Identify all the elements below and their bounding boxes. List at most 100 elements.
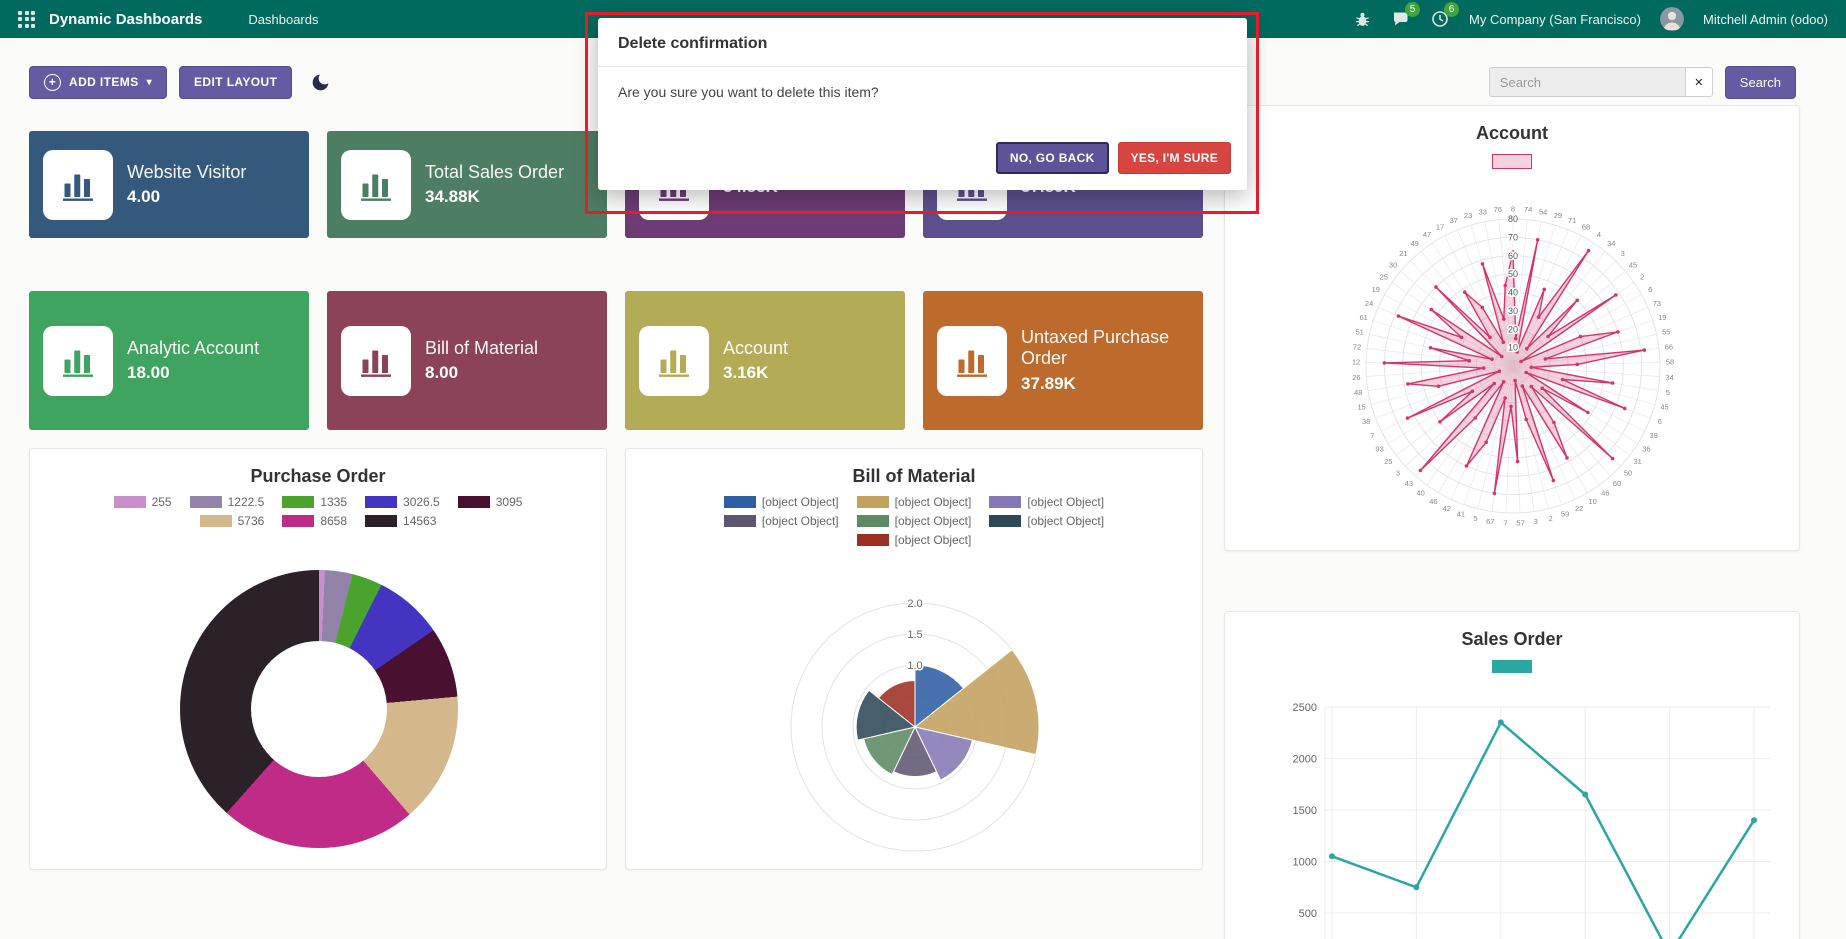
apps-grid-icon[interactable] bbox=[18, 10, 35, 28]
legend-item[interactable]: [object Object] bbox=[723, 514, 839, 528]
purchase-order-legend: 255 1222.5 1335 3026.5 3095 5736 8658 14563 bbox=[30, 495, 606, 528]
account-card: Account 8 74 54 29 71 68 4 34 3 45 2 6 73 19 55 66 58 34 5… bbox=[1224, 105, 1800, 551]
account-legend-swatch[interactable] bbox=[1492, 154, 1532, 169]
svg-text:68: 68 bbox=[1582, 223, 1590, 232]
legend-item[interactable]: 8658 bbox=[282, 514, 347, 528]
purchase-order-doughnut-chart[interactable] bbox=[180, 570, 458, 848]
svg-text:23: 23 bbox=[1464, 211, 1472, 220]
legend-label: 255 bbox=[151, 495, 172, 509]
svg-text:22: 22 bbox=[1575, 504, 1583, 513]
sales-legend-swatch[interactable] bbox=[1492, 660, 1532, 673]
kpi-tile[interactable]: Untaxed Purchase Order 37.89K bbox=[923, 291, 1203, 430]
app-title[interactable]: Dynamic Dashboards bbox=[49, 10, 203, 28]
legend-swatch bbox=[723, 496, 756, 508]
debug-bug-icon[interactable] bbox=[1352, 9, 1372, 29]
svg-text:500: 500 bbox=[1299, 908, 1317, 920]
activities-clock-icon[interactable]: 6 bbox=[1430, 2, 1460, 29]
legend-swatch bbox=[856, 496, 889, 508]
nav-menu-dashboards[interactable]: Dashboards bbox=[248, 11, 319, 27]
delete-confirmation-dialog: Delete confirmation Are you sure you wan… bbox=[598, 18, 1247, 190]
bill-of-material-title: Bill of Material bbox=[852, 466, 976, 486]
svg-text:24: 24 bbox=[1365, 299, 1373, 308]
svg-text:93: 93 bbox=[1375, 444, 1383, 453]
legend-label: 3095 bbox=[495, 495, 523, 509]
kpi-title: Website Visitor bbox=[127, 161, 247, 182]
svg-text:60: 60 bbox=[1508, 251, 1518, 261]
bar-chart-icon bbox=[341, 149, 411, 220]
user-avatar[interactable] bbox=[1660, 7, 1684, 31]
search-input[interactable] bbox=[1488, 67, 1685, 97]
bom-polar-chart[interactable]: 2.0 1.5 1.0 bbox=[626, 549, 1204, 871]
legend-item[interactable]: [object Object] bbox=[989, 514, 1104, 528]
svg-text:73: 73 bbox=[1653, 299, 1661, 308]
svg-text:46: 46 bbox=[1429, 497, 1437, 506]
legend-label: 3026.5 bbox=[403, 495, 440, 509]
svg-text:38: 38 bbox=[1362, 417, 1370, 426]
legend-swatch bbox=[282, 515, 315, 527]
add-items-button[interactable]: + ADD ITEMS ▾ bbox=[29, 65, 168, 99]
kpi-title: Bill of Material bbox=[425, 337, 539, 358]
legend-item[interactable]: [object Object] bbox=[856, 495, 971, 509]
sales-order-line-chart[interactable]: 500 1000 1500 2000 2500 bbox=[1225, 698, 1801, 939]
svg-text:57: 57 bbox=[1516, 518, 1524, 527]
legend-swatch bbox=[856, 534, 889, 546]
legend-item[interactable]: 1222.5 bbox=[189, 495, 264, 509]
svg-text:25: 25 bbox=[1384, 457, 1392, 466]
legend-item[interactable]: 5736 bbox=[199, 514, 264, 528]
legend-item[interactable]: [object Object] bbox=[856, 514, 971, 528]
legend-item[interactable]: 1335 bbox=[282, 495, 347, 509]
dark-mode-moon-icon[interactable] bbox=[310, 72, 331, 93]
svg-text:3: 3 bbox=[1396, 468, 1400, 477]
svg-text:41: 41 bbox=[1457, 510, 1465, 519]
svg-text:74: 74 bbox=[1524, 205, 1532, 214]
legend-item[interactable]: [object Object] bbox=[856, 533, 972, 547]
kpi-value: 34.88K bbox=[425, 187, 480, 207]
legend-swatch bbox=[989, 496, 1022, 508]
svg-text:1000: 1000 bbox=[1293, 857, 1317, 869]
cancel-button[interactable]: NO, GO BACK bbox=[995, 142, 1109, 174]
kpi-title: Analytic Account bbox=[127, 337, 260, 358]
svg-text:46: 46 bbox=[1601, 489, 1609, 498]
search-button[interactable]: Search bbox=[1724, 65, 1796, 99]
legend-item[interactable]: [object Object] bbox=[723, 495, 839, 509]
svg-text:55: 55 bbox=[1662, 328, 1670, 337]
svg-text:34: 34 bbox=[1665, 373, 1673, 382]
kpi-tile[interactable]: Website Visitor 4.00 bbox=[29, 131, 309, 238]
legend-label: [object Object] bbox=[894, 533, 972, 547]
kpi-tile[interactable]: Total Sales Order 34.88K bbox=[327, 131, 607, 238]
user-menu[interactable]: Mitchell Admin (odoo) bbox=[1703, 11, 1828, 27]
svg-text:59: 59 bbox=[1561, 510, 1569, 519]
dialog-message: Are you sure you want to delete this ite… bbox=[618, 84, 879, 100]
svg-text:5: 5 bbox=[1473, 514, 1477, 523]
svg-text:37: 37 bbox=[1450, 216, 1458, 225]
company-switcher[interactable]: My Company (San Francisco) bbox=[1469, 11, 1641, 27]
confirm-button[interactable]: YES, I'M SURE bbox=[1117, 142, 1231, 174]
kpi-title: Account bbox=[723, 337, 789, 358]
messages-icon[interactable]: 5 bbox=[1391, 2, 1421, 29]
search-clear-button[interactable]: ✕ bbox=[1684, 67, 1713, 97]
search-group: ✕ Search bbox=[1488, 65, 1796, 99]
legend-item[interactable]: 3095 bbox=[457, 495, 523, 509]
svg-text:10: 10 bbox=[1508, 343, 1518, 353]
messages-badge: 5 bbox=[1405, 2, 1421, 17]
edit-layout-button[interactable]: EDIT LAYOUT bbox=[179, 65, 293, 99]
legend-label: [object Object] bbox=[761, 514, 839, 528]
navbar-right: 5 6 My Company (San Francisco) Mitchell … bbox=[1352, 2, 1828, 31]
svg-text:2000: 2000 bbox=[1293, 754, 1317, 766]
svg-text:29: 29 bbox=[1554, 211, 1562, 220]
kpi-tile[interactable]: Bill of Material 8.00 bbox=[327, 291, 607, 430]
legend-item[interactable]: 255 bbox=[113, 495, 172, 509]
svg-text:60: 60 bbox=[1613, 479, 1621, 488]
legend-item[interactable]: 14563 bbox=[365, 514, 436, 528]
svg-text:30: 30 bbox=[1508, 306, 1518, 316]
svg-text:71: 71 bbox=[1568, 216, 1576, 225]
kpi-tile[interactable]: Analytic Account 18.00 bbox=[29, 291, 309, 430]
svg-text:72: 72 bbox=[1353, 343, 1361, 352]
svg-text:12: 12 bbox=[1352, 358, 1360, 367]
legend-item[interactable]: [object Object] bbox=[989, 495, 1104, 509]
legend-item[interactable]: 3026.5 bbox=[365, 495, 440, 509]
svg-text:25: 25 bbox=[1380, 272, 1388, 281]
activities-badge: 6 bbox=[1444, 2, 1460, 17]
kpi-tile[interactable]: Account 3.16K bbox=[625, 291, 905, 430]
account-radar-chart[interactable]: 8 74 54 29716843434526731955665834545639363… bbox=[1225, 196, 1801, 552]
